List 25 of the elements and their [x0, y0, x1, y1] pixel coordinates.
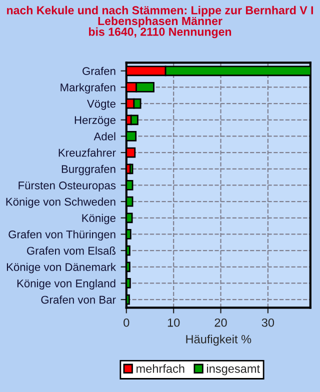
legend-label: insgesamt: [207, 364, 260, 376]
y-tick-label: Fürsten Osteuropas: [18, 181, 116, 192]
y-tick-label: Kreuzfahrer: [58, 148, 116, 157]
x-tick-label: 20: [214, 318, 227, 327]
y-tick-label: Vögte: [86, 100, 116, 110]
bar: [129, 164, 134, 174]
x-axis-title: Häufigkeit %: [186, 334, 252, 346]
y-tick-label: Markgrafen: [60, 83, 116, 94]
y-tick-label: Burggrafen: [62, 164, 116, 176]
y-tick-label: Könige von Dänemark: [6, 262, 116, 274]
y-tick-label: Grafen: [82, 66, 116, 76]
y-tick-label: Grafen von Thüringen: [8, 230, 116, 241]
y-tick-label: Herzöge: [74, 116, 116, 126]
y-tick-label: Adel: [94, 132, 116, 140]
y-tick-label: Könige: [82, 214, 116, 224]
x-tick-label: 0: [124, 318, 130, 327]
x-tick-label: 30: [262, 318, 274, 327]
y-tick-label: Grafen von Bar: [41, 296, 116, 304]
legend-label: mehrfach: [136, 364, 184, 373]
y-tick-label: Könige von Schweden: [6, 198, 116, 208]
bar: [130, 114, 138, 126]
chart-title: nach Kekule und nach Stämmen: Lippe zur Bernhard V I Lebensphasen Männer bis 1640, 2110 Nennungen: [7, 6, 313, 38]
x-tick-label: 10: [168, 318, 180, 327]
y-tick-label: Könige von England: [17, 279, 116, 290]
y-tick-label: Grafen vom Elsaß: [27, 246, 116, 255]
